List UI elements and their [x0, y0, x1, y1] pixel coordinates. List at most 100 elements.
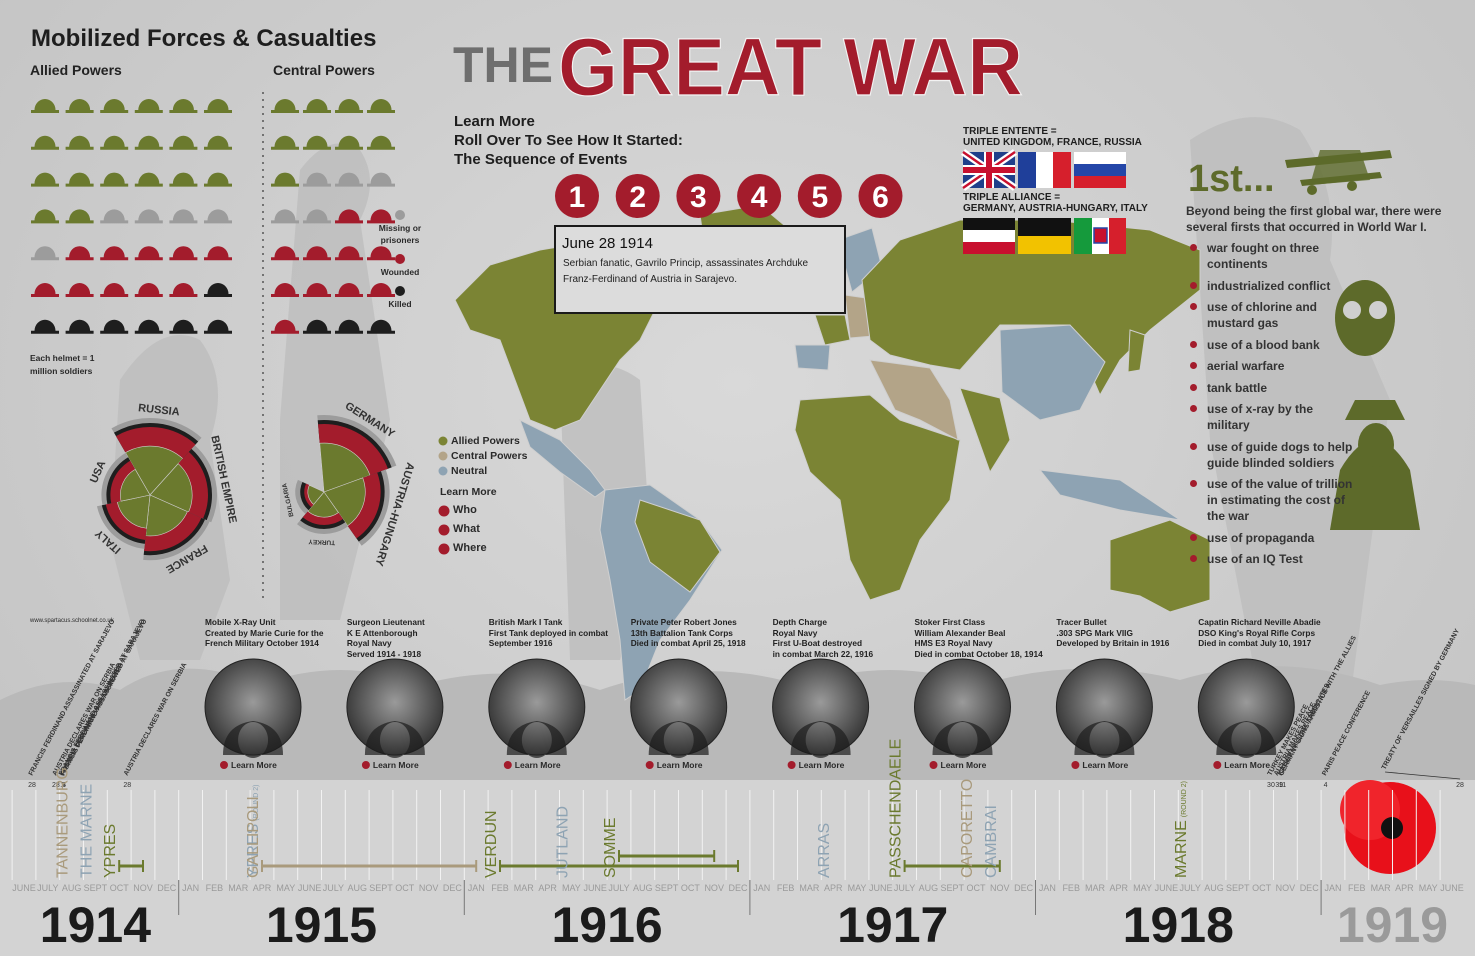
learn-more-link: What [453, 523, 480, 535]
tooltip-box [554, 225, 846, 314]
month-label: OCT [681, 883, 701, 893]
battle-label: CAPORETTO [959, 779, 976, 878]
event-leader [1385, 771, 1461, 780]
legend-swatch [395, 210, 405, 220]
legend-label: Wounded [380, 267, 420, 277]
section-title: Mobilized Forces & Casualties [31, 25, 377, 52]
card-link: Learn More [514, 760, 561, 770]
card-link-dot[interactable] [787, 761, 796, 769]
battle-name: TANNENBURG [55, 767, 72, 878]
rose-wedge [145, 494, 188, 537]
card-caption: Mobile X-Ray Unit Created by Marie Curie … [205, 617, 324, 649]
card-link-dot[interactable] [929, 761, 938, 769]
helmet [271, 319, 299, 334]
helmet [169, 135, 198, 150]
step-button[interactable] [858, 174, 903, 218]
helmet [65, 283, 94, 297]
helmet [204, 172, 232, 187]
battle-name: CAMBRAI [983, 805, 1000, 878]
month-label: OCT [967, 883, 987, 893]
month-label: JUNE [298, 883, 322, 893]
helmet [303, 99, 331, 113]
helmet [65, 246, 94, 261]
photo-figure [932, 721, 993, 758]
battle-note: (ROUND 2) [1181, 781, 1188, 817]
month-label: SEPT [655, 883, 679, 893]
learn-more-dot[interactable] [438, 543, 450, 555]
step-button[interactable] [797, 174, 842, 218]
helmet [65, 172, 94, 187]
rose-wedge [125, 445, 184, 496]
map-legend-label: Allied Powers [451, 435, 520, 447]
event-day: 30 [1267, 782, 1275, 789]
card-line: Died in combat April 25, 1918 [630, 638, 746, 649]
card-link-dot[interactable] [1071, 761, 1080, 769]
card-link-dot[interactable] [220, 761, 228, 769]
battle-label: YPRES (ROUND 2) [245, 785, 262, 878]
learn-more-dot[interactable] [438, 505, 450, 517]
helmet [367, 209, 395, 224]
step-button[interactable] [676, 174, 721, 218]
month-label: NOV [133, 883, 153, 893]
month-label: FEB [777, 883, 795, 893]
month-label: FEB [1348, 883, 1366, 893]
first-item: industrialized conflict [1186, 278, 1356, 294]
helmet [271, 172, 299, 187]
card-line: Capatin Richard Neville Abadie [1198, 617, 1321, 627]
firsts-list: war fought on three continents industrial… [1186, 240, 1356, 573]
photo-figure [648, 721, 709, 758]
card-line: Royal Navy [346, 638, 392, 649]
month-label: AUG [633, 883, 653, 893]
rose-wedge [307, 484, 325, 505]
helmet [335, 209, 363, 224]
year-label: 1916 [551, 897, 662, 953]
rose-wedge [323, 477, 366, 527]
card-link-dot[interactable] [361, 761, 370, 769]
month-label: AUG [347, 883, 367, 893]
month-label: FEB [491, 883, 509, 893]
month-label: JUNE [12, 883, 36, 893]
helmet [169, 319, 198, 334]
rose-wedge [116, 494, 151, 529]
firsts-intro: Beyond being the first global war, there… [1186, 204, 1442, 234]
step-button[interactable] [615, 174, 660, 218]
battle-label: THE MARNE [78, 784, 95, 878]
helmet [303, 209, 331, 224]
month-label: JULY [894, 883, 915, 893]
month-label: DEC [443, 883, 463, 893]
card-link-dot[interactable] [503, 761, 512, 769]
battle-name: PASSCHENDAELE [888, 739, 905, 878]
helmet [271, 283, 299, 297]
helmet [169, 172, 198, 187]
helmet [134, 319, 163, 334]
helmet [31, 246, 59, 261]
helmet [204, 246, 232, 261]
card-photo [772, 658, 870, 756]
legend-swatch [395, 286, 405, 296]
helmet [335, 319, 363, 334]
card-link-dot[interactable] [645, 761, 654, 769]
step-number: 5 [811, 181, 828, 214]
month-label: SEPT [1226, 883, 1250, 893]
battle-name: YPRES [245, 824, 262, 878]
photo-figure [1216, 721, 1277, 758]
alliance-title: TRIPLE ALLIANCE = [963, 192, 1061, 203]
helmet [303, 246, 331, 261]
card-line: in combat March 22, 1916 [772, 648, 874, 659]
learn-more-dot[interactable] [438, 524, 450, 536]
legend-label: Missing or prisoners [378, 223, 422, 245]
step-button[interactable] [555, 174, 599, 218]
card-link: Learn More [231, 760, 277, 770]
step-button[interactable] [737, 174, 782, 218]
month-label: JAN [1324, 883, 1341, 893]
helmet [169, 209, 198, 224]
card-link-dot[interactable] [1213, 761, 1222, 769]
card-photo [630, 658, 728, 756]
helmet [367, 283, 395, 297]
card-caption: Stoker First Class William Alexander Beal… [915, 617, 1043, 659]
helmet [335, 246, 363, 261]
card-link: Learn More [1082, 760, 1129, 770]
firsts-title: 1st... [1188, 158, 1275, 200]
step-number: 3 [690, 181, 707, 214]
